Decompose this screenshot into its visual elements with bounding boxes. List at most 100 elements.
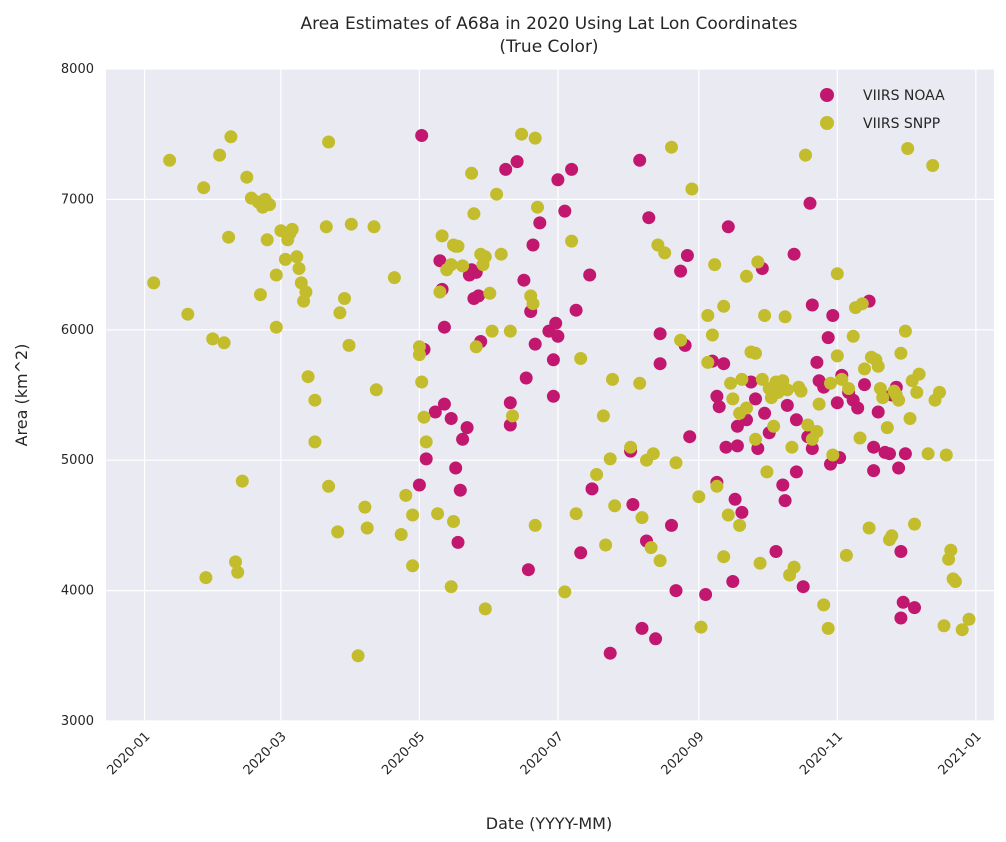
data-point [503, 396, 517, 410]
data-point [478, 250, 492, 264]
data-point [760, 465, 774, 479]
data-point [269, 320, 283, 334]
data-point [490, 187, 504, 201]
data-point [821, 621, 835, 635]
data-point [898, 324, 912, 338]
data-point [213, 148, 227, 162]
data-point [285, 222, 299, 236]
data-point [253, 288, 267, 302]
data-point [735, 372, 749, 386]
data-point [810, 355, 824, 369]
data-point [503, 324, 517, 338]
data-point [674, 264, 688, 278]
data-point [546, 389, 560, 403]
data-points [147, 127, 976, 663]
y-tick-label: 8000 [61, 62, 94, 77]
data-point [644, 541, 658, 555]
data-point [528, 518, 542, 532]
data-point [665, 518, 678, 532]
data-point [574, 352, 588, 365]
data-point [546, 353, 560, 367]
data-point [517, 273, 531, 287]
x-tick-label: 2020-11 [797, 729, 846, 778]
data-point [338, 292, 351, 305]
data-point [235, 474, 249, 488]
data-point [817, 598, 831, 612]
data-point [308, 435, 322, 449]
data-point [646, 447, 660, 461]
x-axis-label: Date (YYYY-MM) [486, 814, 612, 833]
data-point [308, 393, 322, 407]
data-point [855, 297, 869, 311]
data-point [465, 166, 479, 180]
legend-marker-noaa [820, 88, 834, 102]
data-point [222, 230, 236, 244]
data-point [885, 529, 899, 543]
data-point [894, 346, 908, 360]
y-tick-label: 3000 [61, 714, 94, 729]
data-point [653, 327, 667, 341]
data-point [456, 432, 470, 446]
data-point [780, 398, 794, 412]
data-point [778, 310, 792, 324]
data-point [701, 309, 715, 322]
data-point [710, 389, 724, 403]
data-point [903, 412, 917, 425]
data-point [805, 298, 819, 312]
data-point [867, 464, 881, 478]
data-point [431, 507, 445, 521]
data-point [721, 220, 735, 234]
data-point [483, 286, 497, 300]
data-point [526, 297, 540, 311]
data-point [301, 370, 315, 384]
data-point [485, 324, 499, 338]
data-point [908, 517, 921, 531]
data-point [217, 336, 231, 350]
data-point [908, 601, 921, 615]
data-point [726, 392, 740, 406]
data-point [319, 220, 333, 234]
data-point [717, 357, 731, 371]
data-point [962, 612, 976, 626]
data-point [549, 316, 563, 330]
data-point [451, 535, 465, 549]
data-point [163, 153, 177, 167]
data-point [939, 448, 953, 462]
data-point [871, 359, 885, 373]
data-point [433, 254, 447, 268]
data-point [901, 142, 915, 155]
data-point [435, 229, 449, 243]
data-point [683, 430, 697, 444]
data-point [269, 268, 283, 282]
data-point [839, 548, 853, 562]
data-point [444, 580, 458, 594]
data-point [387, 271, 401, 285]
data-point [724, 376, 738, 390]
data-point [506, 409, 519, 423]
data-point [871, 405, 885, 419]
data-point [331, 525, 345, 539]
data-point [712, 400, 726, 414]
data-point [231, 565, 245, 579]
data-point [892, 393, 906, 407]
data-point [694, 620, 708, 634]
data-point [767, 419, 781, 433]
data-point [635, 621, 649, 635]
data-point [898, 447, 912, 461]
data-point [674, 333, 688, 347]
chart-title: Area Estimates of A68a in 2020 Using Lat… [300, 14, 797, 34]
data-point [669, 584, 683, 598]
data-point [342, 338, 356, 352]
data-point [551, 329, 565, 343]
data-point [735, 505, 749, 519]
data-point [472, 289, 485, 303]
data-point [451, 239, 465, 253]
data-point [717, 550, 731, 564]
data-point [206, 332, 220, 346]
data-point [796, 580, 810, 594]
data-point [367, 220, 381, 234]
data-point [428, 405, 442, 419]
data-point [444, 258, 458, 272]
data-point [753, 556, 767, 570]
data-point [749, 346, 762, 360]
